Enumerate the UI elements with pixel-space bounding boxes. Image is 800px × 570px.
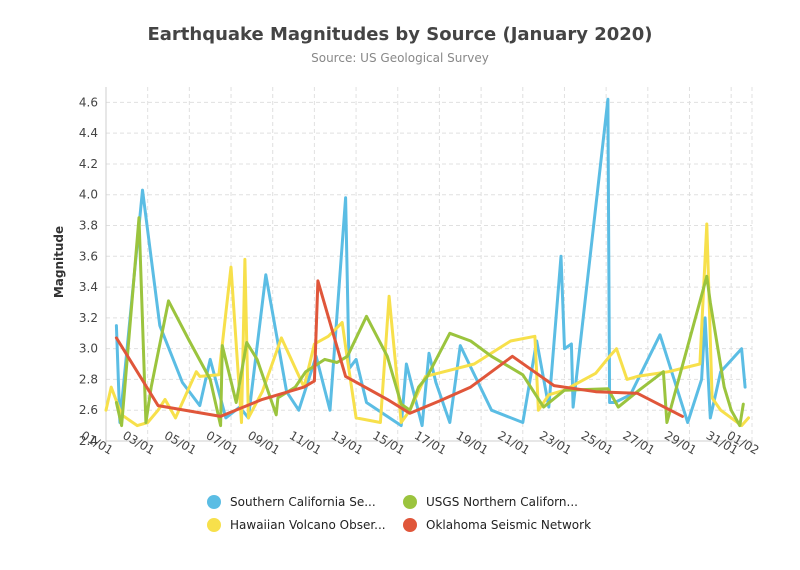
x-tick-label: 27/01 bbox=[620, 428, 657, 457]
legend-item[interactable]: Southern California Se... bbox=[207, 495, 376, 509]
axes bbox=[105, 87, 753, 446]
x-tick-label: 19/01 bbox=[454, 428, 491, 457]
x-tick-labels: 01/01 03/01 05/01 07/01 09/01 11/01 13/01 15/01… bbox=[79, 428, 762, 457]
y-tick-label: 3.4 bbox=[79, 280, 98, 294]
x-tick-label: 09/01 bbox=[245, 428, 282, 457]
y-tick-label: 3.6 bbox=[79, 249, 98, 263]
y-tick-label: 3.2 bbox=[79, 311, 98, 325]
y-tick-label: 2.8 bbox=[79, 372, 98, 386]
x-tick-label: 29/01 bbox=[662, 428, 699, 457]
chart-subtitle: Source: US Geological Survey bbox=[311, 51, 489, 65]
y-tick-label: 2.4 bbox=[79, 434, 98, 448]
series-line-1 bbox=[104, 222, 750, 428]
legend-swatch bbox=[207, 518, 221, 532]
y-tick-label: 3.8 bbox=[79, 219, 98, 233]
y-tick-label: 3.0 bbox=[79, 342, 98, 356]
x-tick-label: 13/01 bbox=[329, 428, 366, 457]
y-tick-label: 4.2 bbox=[79, 157, 98, 171]
series-line-2 bbox=[114, 216, 745, 428]
x-tick-label: 11/01 bbox=[287, 428, 324, 457]
y-tick-label: 2.6 bbox=[79, 403, 98, 417]
x-tick-label: 21/01 bbox=[495, 428, 532, 457]
legend-swatch bbox=[207, 495, 221, 509]
x-tick-label: 01/01 bbox=[79, 428, 116, 457]
chart-title: Earthquake Magnitudes by Source (January… bbox=[147, 24, 652, 45]
legend-label: USGS Northern Californ... bbox=[426, 495, 578, 509]
legend-item[interactable]: USGS Northern Californ... bbox=[403, 495, 578, 509]
legend-item[interactable]: Oklahoma Seismic Network bbox=[403, 518, 591, 532]
legend-item[interactable]: Hawaiian Volcano Obser... bbox=[207, 518, 386, 532]
y-tick-label: 4.0 bbox=[79, 188, 98, 202]
legend-label: Oklahoma Seismic Network bbox=[426, 518, 591, 532]
x-tick-label: 07/01 bbox=[204, 428, 241, 457]
y-tick-label: 4.6 bbox=[79, 95, 98, 109]
legend-label: Hawaiian Volcano Obser... bbox=[230, 518, 386, 532]
y-tick-label: 4.4 bbox=[79, 126, 98, 140]
x-tick-label: 25/01 bbox=[579, 428, 616, 457]
series-lines bbox=[104, 97, 750, 428]
y-axis-label: Magnitude bbox=[52, 226, 66, 298]
x-tick-label: 05/01 bbox=[162, 428, 199, 457]
x-tick-label: 17/01 bbox=[412, 428, 449, 457]
legend-swatch bbox=[403, 495, 417, 509]
series-line-3 bbox=[114, 279, 684, 418]
x-tick-label: 15/01 bbox=[370, 428, 407, 457]
y-tick-labels: 2.4 2.6 2.8 3.0 3.2 3.4 3.6 3.8 4.0 4.2 4.4 4.6 bbox=[79, 95, 98, 448]
legend-label: Southern California Se... bbox=[230, 495, 376, 509]
legend-swatch bbox=[403, 518, 417, 532]
x-tick-label: 03/01 bbox=[120, 428, 157, 457]
legend: Southern California Se... Hawaiian Volcan… bbox=[207, 495, 591, 532]
x-tick-label: 23/01 bbox=[537, 428, 574, 457]
